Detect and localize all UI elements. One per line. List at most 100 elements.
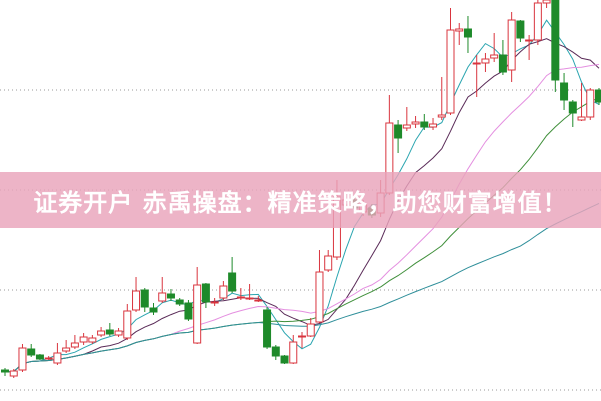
candle-body bbox=[411, 121, 420, 125]
candle-body bbox=[263, 309, 272, 348]
candle bbox=[411, 116, 420, 128]
candle bbox=[280, 355, 289, 364]
candle-body bbox=[551, 0, 560, 81]
candle-body bbox=[429, 123, 438, 128]
candle-body bbox=[437, 114, 446, 118]
candle bbox=[79, 333, 88, 345]
candle bbox=[184, 300, 193, 321]
candle-body bbox=[158, 292, 167, 302]
candle bbox=[27, 344, 36, 357]
candle bbox=[315, 250, 324, 323]
candle bbox=[245, 284, 254, 300]
candle-body bbox=[568, 101, 577, 114]
candle-body bbox=[193, 284, 202, 344]
candle-body bbox=[245, 297, 254, 300]
candle bbox=[394, 120, 403, 153]
candle bbox=[577, 83, 586, 121]
candle-body bbox=[560, 82, 569, 101]
candle-body bbox=[105, 329, 114, 335]
candle bbox=[446, 8, 455, 115]
candle bbox=[97, 327, 106, 337]
candle-body bbox=[586, 89, 595, 118]
candle-body bbox=[18, 347, 27, 371]
candle bbox=[35, 354, 44, 360]
candle-body bbox=[271, 346, 280, 357]
candle-body bbox=[525, 39, 534, 42]
candle-body bbox=[166, 293, 175, 299]
candle bbox=[219, 281, 228, 300]
candle bbox=[158, 277, 167, 303]
candle-body bbox=[210, 301, 219, 304]
candle-body bbox=[132, 290, 141, 311]
candle-body bbox=[298, 335, 306, 338]
candle bbox=[193, 267, 202, 344]
candle-body bbox=[236, 296, 245, 299]
candle bbox=[201, 283, 210, 308]
candle bbox=[420, 114, 429, 130]
ma60-line bbox=[4, 202, 600, 373]
promo-banner: 证券开户 赤禹操盘：精准策略，助您财富增值！ bbox=[0, 172, 601, 228]
candle-body bbox=[394, 124, 403, 139]
candle-body bbox=[53, 352, 62, 364]
candle-body bbox=[79, 336, 88, 343]
candle-body bbox=[219, 285, 228, 299]
candle bbox=[516, 20, 525, 42]
candle bbox=[1, 368, 9, 376]
candle bbox=[263, 307, 272, 349]
candle bbox=[62, 340, 71, 353]
candle bbox=[271, 345, 280, 360]
candle bbox=[114, 328, 123, 337]
candle bbox=[586, 88, 595, 120]
candle-body bbox=[324, 255, 333, 271]
candle bbox=[551, 0, 560, 92]
candle bbox=[402, 107, 411, 131]
candle bbox=[498, 40, 507, 75]
candle bbox=[595, 88, 601, 105]
candle-body bbox=[498, 54, 507, 73]
candle bbox=[306, 318, 315, 337]
candle-body bbox=[184, 302, 193, 320]
candle bbox=[298, 332, 306, 348]
candle-body bbox=[420, 121, 429, 128]
candle bbox=[437, 77, 446, 120]
candle-body bbox=[175, 299, 184, 305]
candle-body bbox=[507, 19, 516, 71]
candle-body bbox=[577, 116, 586, 121]
candle bbox=[254, 296, 263, 302]
candle bbox=[236, 288, 245, 300]
candle-body bbox=[44, 357, 53, 360]
banner-text: 证券开户 赤禹操盘：精准策略，助您财富增值！ bbox=[33, 188, 568, 217]
candle bbox=[568, 100, 577, 127]
candle bbox=[228, 257, 237, 293]
candle-body bbox=[533, 2, 542, 41]
candle bbox=[507, 12, 516, 82]
candle-body bbox=[35, 354, 44, 360]
candle bbox=[105, 323, 114, 336]
candle-body bbox=[9, 370, 18, 377]
candle bbox=[166, 289, 175, 301]
candle bbox=[455, 23, 464, 45]
candle bbox=[533, 0, 542, 45]
candle bbox=[53, 343, 62, 365]
candle-body bbox=[455, 28, 464, 32]
candle-body bbox=[542, 0, 551, 4]
candle bbox=[525, 35, 534, 60]
candle-body bbox=[114, 330, 123, 336]
candle-body bbox=[201, 283, 210, 303]
candle-body bbox=[289, 341, 298, 364]
candle bbox=[481, 53, 490, 72]
candle bbox=[429, 118, 438, 130]
candle-body bbox=[595, 89, 601, 103]
candle-body bbox=[1, 369, 9, 373]
candle bbox=[140, 288, 149, 312]
candle bbox=[132, 277, 141, 312]
candle bbox=[70, 335, 79, 349]
candle-body bbox=[315, 271, 324, 323]
candle bbox=[88, 335, 97, 344]
ma10-line bbox=[4, 38, 600, 373]
candle-body bbox=[88, 337, 97, 343]
candle bbox=[463, 16, 472, 53]
ma5-line bbox=[4, 19, 600, 373]
moving-average-lines bbox=[4, 19, 600, 373]
